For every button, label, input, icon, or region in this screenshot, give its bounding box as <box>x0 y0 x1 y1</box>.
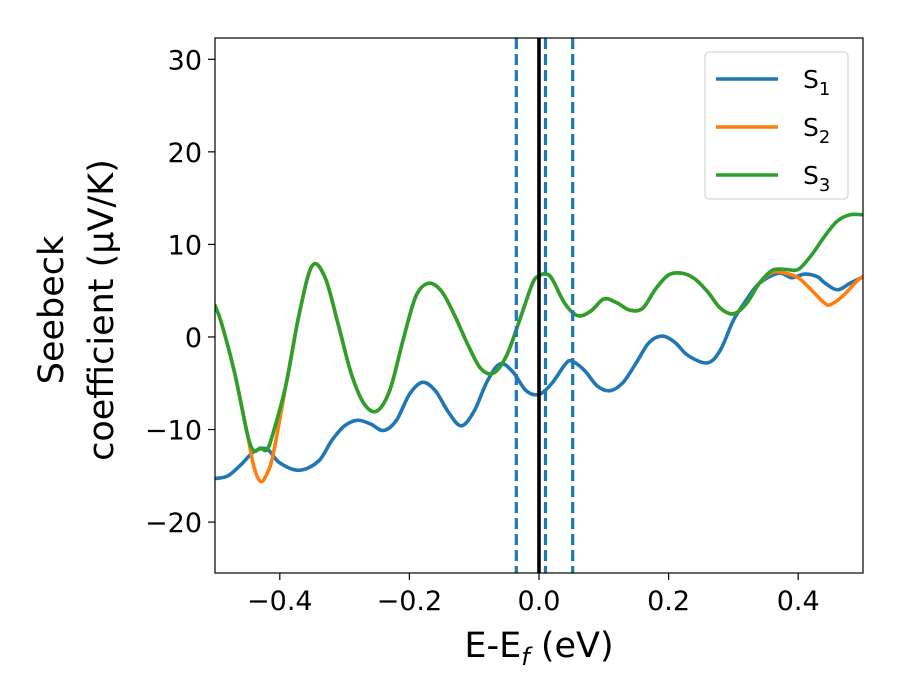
y-tick-label: −20 <box>145 508 202 539</box>
reference-lines <box>514 38 575 573</box>
y-tick-label: 20 <box>168 138 202 169</box>
y-tick-label: 30 <box>168 45 202 76</box>
x-axis-label: E-Ef (eV) <box>464 626 613 671</box>
x-tick-label: −0.2 <box>377 586 443 617</box>
legend-label-s3: S3 <box>803 161 830 196</box>
y-axis-label-line1: Seebeck <box>32 235 72 384</box>
y-axis-label-line2: coefficient (μV/K) <box>82 159 122 461</box>
series-line-s3 <box>215 212 863 454</box>
x-tick-label: −0.4 <box>247 586 313 617</box>
legend: S1 S2 S3 <box>704 51 849 200</box>
y-axis-label: Seebeck coefficient (μV/K) <box>32 159 122 461</box>
y-tick-label: 0 <box>185 323 202 354</box>
x-tick-label: 0.0 <box>518 586 561 617</box>
y-axis-ticks: −20 −10 0 10 20 30 <box>145 45 215 539</box>
x-tick-label: 0.4 <box>777 586 820 617</box>
y-tick-label: −10 <box>145 416 202 447</box>
x-axis-ticks: −0.4 −0.2 0.0 0.2 0.4 <box>247 573 820 617</box>
x-tick-label: 0.2 <box>647 586 690 617</box>
legend-label-s2: S2 <box>803 113 830 148</box>
legend-label-s1: S1 <box>803 65 830 100</box>
y-tick-label: 10 <box>168 230 202 261</box>
x-axis-label-unit: (eV) <box>530 626 614 666</box>
x-axis-label-main: E-E <box>464 626 521 666</box>
